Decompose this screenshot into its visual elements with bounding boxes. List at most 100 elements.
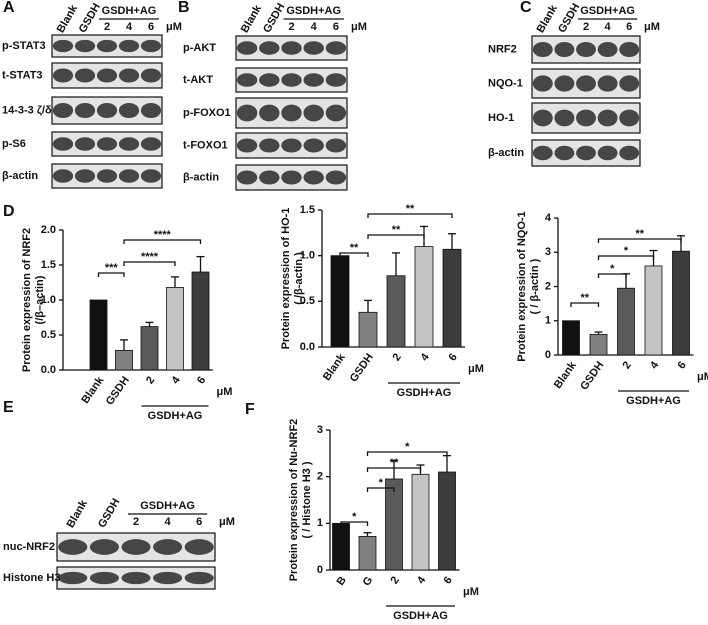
blot-band — [52, 68, 74, 83]
row-label: p-AKT — [183, 42, 216, 54]
bar — [386, 275, 406, 348]
blot-band — [140, 137, 162, 151]
y-tick-label: 3 — [317, 424, 323, 436]
x-tick-label: 2 — [144, 375, 157, 387]
group-label: GSDH+AG — [102, 5, 157, 17]
panel-letter: E — [3, 399, 14, 416]
unit-label: μM — [697, 371, 708, 383]
significance-bracket — [367, 213, 453, 218]
significance-bracket — [340, 521, 369, 526]
dose-label: 6 — [626, 21, 632, 33]
blot-band — [597, 109, 618, 127]
blot-band — [281, 104, 302, 122]
unit-label: μM — [217, 386, 233, 398]
bar — [411, 473, 430, 571]
blot-band — [325, 104, 347, 122]
lane-label: GSDH — [96, 496, 122, 530]
x-tick-label: 2 — [620, 360, 633, 372]
blot-band — [140, 68, 162, 83]
significance-bracket — [123, 261, 176, 266]
blot-band — [96, 169, 118, 183]
dose-label: 2 — [104, 21, 110, 33]
significance-bracket — [366, 451, 448, 456]
row-label: p-S6 — [2, 138, 26, 150]
blot-band — [576, 41, 596, 58]
blot-band — [281, 73, 302, 87]
unit-label: μM — [468, 363, 484, 375]
blot-band — [236, 41, 258, 55]
blot-band — [259, 73, 280, 87]
blot-band — [259, 170, 280, 185]
significance-label: *** — [105, 262, 119, 274]
y-axis-label-sub: ( / Histone H3 ) — [301, 461, 313, 538]
blot-band — [52, 102, 74, 119]
x-tick-label: 2 — [390, 352, 403, 364]
blot-band — [554, 145, 575, 161]
group-label: GSDH+AG — [397, 387, 452, 399]
significance-bracket — [597, 238, 682, 243]
blot-band — [597, 145, 618, 161]
y-tick-label: 0.5 — [300, 295, 315, 307]
y-tick-label: 1.5 — [300, 204, 315, 216]
row-label: nuc-NRF2 — [3, 541, 55, 553]
blot-band — [532, 75, 553, 92]
y-tick-label: 0.5 — [41, 329, 56, 341]
y-axis-label-sub: ( /β-actin ) — [293, 252, 305, 305]
blot-band — [532, 145, 553, 161]
blot-band — [532, 109, 553, 127]
unit-label: μM — [644, 21, 660, 33]
x-tick-label: GSDH — [578, 359, 606, 392]
dose-label: 2 — [288, 21, 294, 33]
x-tick-label: 4 — [169, 374, 183, 387]
x-tick-label: 6 — [675, 360, 688, 372]
blot-band — [89, 571, 119, 585]
blot-band — [118, 68, 140, 83]
blot-band — [96, 102, 118, 119]
bar — [414, 246, 434, 348]
blot-band — [325, 73, 347, 87]
panel-letter: B — [178, 0, 190, 16]
x-tick-label: Blank — [79, 374, 107, 406]
x-tick-label: 4 — [418, 351, 432, 364]
blot-band — [281, 170, 302, 185]
unit-label: μM — [219, 516, 235, 528]
row-label: β-actin — [488, 147, 524, 159]
bar — [589, 334, 608, 356]
y-tick-label: 1.5 — [41, 259, 56, 271]
y-tick-label: 0.0 — [41, 364, 56, 376]
blot-band — [52, 137, 74, 151]
blot-band — [74, 68, 96, 83]
y-tick-label: 0 — [317, 564, 323, 576]
significance-bracket — [339, 252, 369, 257]
significance-label: ** — [635, 228, 644, 240]
blot-band — [303, 104, 324, 122]
blot-band — [576, 145, 596, 161]
x-tick-label: Blank — [321, 351, 349, 383]
blot-band — [140, 169, 162, 183]
x-tick-label: Blank — [552, 359, 580, 391]
significance-label: ** — [580, 292, 589, 304]
blot-band — [118, 39, 140, 53]
y-tick-label: 0 — [545, 349, 551, 361]
row-label: β-actin — [2, 170, 38, 182]
lane-label: GSDH — [556, 1, 582, 35]
group-label: GSDH+AG — [580, 5, 635, 17]
significance-bracket — [570, 302, 600, 307]
lane-label: Blank — [239, 2, 265, 35]
bar — [330, 255, 350, 348]
bar — [358, 311, 378, 348]
blot-band — [554, 109, 575, 127]
bar — [438, 471, 456, 571]
blot-band — [281, 138, 302, 153]
significance-label: ** — [406, 203, 415, 215]
x-tick-label: 4 — [648, 359, 662, 372]
blot-band — [58, 539, 88, 555]
blot-band — [96, 137, 118, 151]
blot-band — [303, 170, 324, 185]
unit-label: μM — [166, 21, 182, 33]
x-tick-label: 2 — [388, 575, 401, 587]
blot-band — [121, 571, 151, 585]
lane-label: GSDH — [261, 1, 287, 35]
blot-band — [74, 137, 96, 151]
bar — [191, 271, 210, 371]
